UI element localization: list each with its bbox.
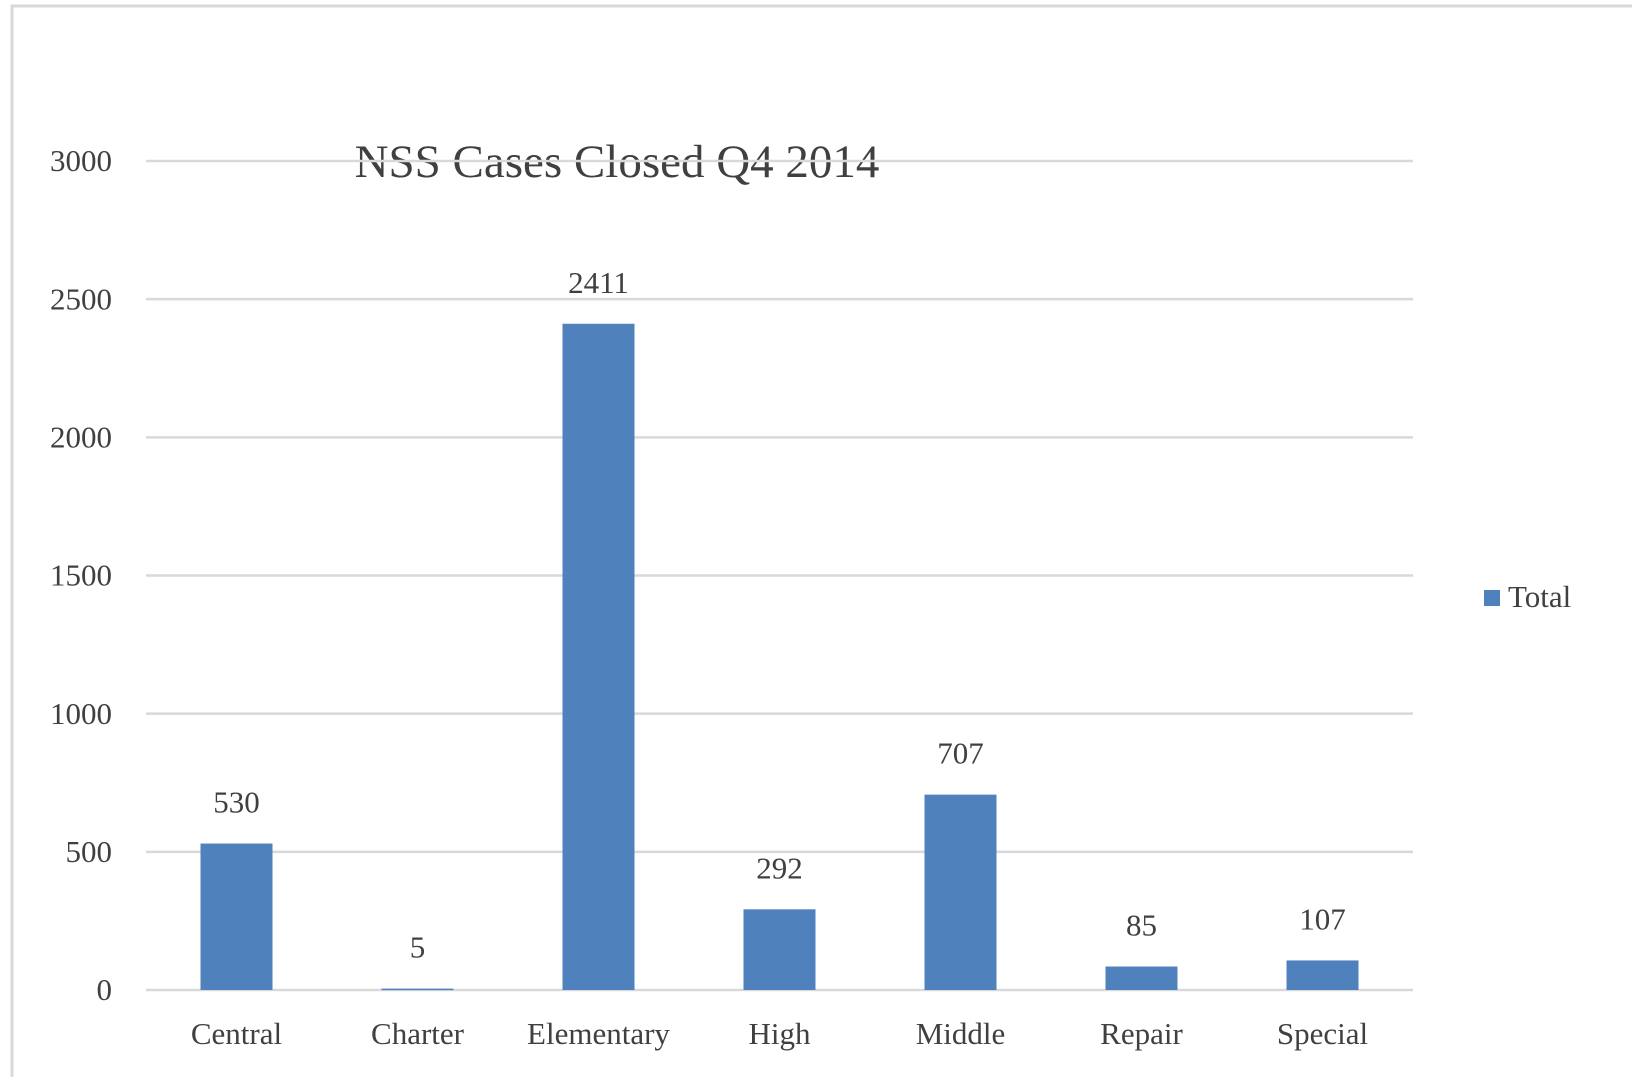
x-tick-label: Central [191, 1016, 282, 1051]
chart-frame [10, 4, 1632, 1077]
data-label: 707 [937, 736, 984, 771]
x-tick-label: Repair [1100, 1016, 1183, 1051]
data-label: 5 [410, 930, 426, 965]
bar [562, 323, 635, 990]
y-tick-label: 2500 [50, 281, 112, 316]
bar [1286, 960, 1359, 990]
legend-swatch [1484, 590, 1500, 606]
x-tick-label: Special [1277, 1016, 1368, 1051]
legend-label: Total [1508, 579, 1571, 614]
x-tick-label: Elementary [527, 1016, 670, 1051]
data-label: 292 [756, 850, 803, 885]
bar [924, 794, 997, 990]
bar [1105, 966, 1178, 990]
data-label: 107 [1299, 902, 1346, 937]
data-label: 530 [213, 785, 260, 820]
y-tick-label: 3000 [50, 143, 112, 178]
y-tick-label: 2000 [50, 419, 112, 454]
x-tick-label: High [749, 1016, 812, 1051]
y-tick-label: 500 [66, 834, 113, 869]
bar [200, 843, 273, 990]
y-tick-label: 1000 [50, 696, 112, 731]
x-tick-label: Middle [916, 1016, 1006, 1051]
bar [381, 988, 454, 991]
y-tick-label: 0 [97, 972, 113, 1007]
y-tick-label: 1500 [50, 558, 112, 593]
data-label: 2411 [568, 265, 629, 300]
data-label: 85 [1126, 908, 1157, 943]
x-tick-label: Charter [371, 1016, 465, 1051]
bar [743, 909, 816, 990]
